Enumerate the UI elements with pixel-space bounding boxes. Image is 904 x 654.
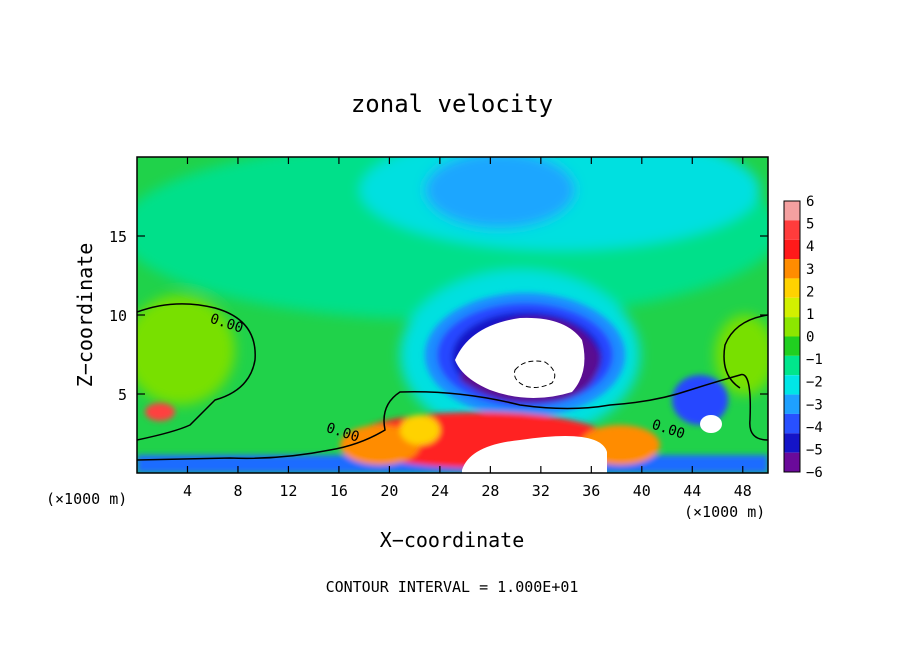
field-surface-yellow <box>400 415 440 445</box>
y-tick-label: 15 <box>109 228 127 246</box>
contour-zero-bottom <box>137 373 768 461</box>
colorbar-swatch <box>784 259 800 279</box>
colorbar-swatch <box>784 317 800 337</box>
colorbar-swatch <box>784 413 800 434</box>
contour-zero-right <box>723 314 768 389</box>
colorbar-swatch <box>784 375 800 395</box>
colorbar-label: −4 <box>806 420 823 436</box>
field-right-eddy <box>672 375 728 425</box>
x-unit-label-right: (×1000 m) <box>684 503 765 521</box>
contour-zero-left <box>137 303 256 441</box>
colorbar-label: 1 <box>806 307 814 323</box>
x-unit-label-left: (×1000 m) <box>46 490 127 508</box>
y-tick-label: 5 <box>118 386 127 404</box>
x-tick-label: 16 <box>330 482 348 500</box>
chart-title: zonal velocity <box>351 90 553 118</box>
contour-negative-core <box>514 360 556 388</box>
y-tick-label: 10 <box>109 307 127 325</box>
x-axis-label: X−coordinate <box>380 528 525 552</box>
colorbar-swatch <box>784 433 800 453</box>
x-tick-label: 36 <box>582 482 600 500</box>
x-tick-label: 4 <box>183 482 192 500</box>
colorbar-label: 0 <box>806 330 814 346</box>
colorbar: 6 5 4 3 2 1 0 −1 −2 −3 −4 −5 −6 <box>783 194 823 481</box>
y-axis-label: Z−coordinate <box>73 243 97 388</box>
x-tick-label: 20 <box>380 482 398 500</box>
field-left-positive-spot <box>145 403 175 421</box>
velocity-field <box>137 157 768 473</box>
field-jet-saturated-core <box>455 317 585 399</box>
field-upper-negative-core <box>425 157 575 228</box>
colorbar-label: −1 <box>806 352 823 368</box>
colorbar-label: −3 <box>806 397 823 413</box>
colorbar-swatch <box>784 201 800 221</box>
field-left-positive <box>137 295 235 405</box>
colorbar-swatch <box>784 220 800 240</box>
x-tick-label: 40 <box>633 482 651 500</box>
colorbar-label: 4 <box>806 239 814 255</box>
colorbar-swatch <box>784 278 800 298</box>
colorbar-swatch <box>784 239 800 260</box>
colorbar-swatch <box>784 336 800 356</box>
field-surface-orange-left <box>340 425 420 465</box>
colorbar-label: 6 <box>806 194 814 210</box>
x-tick-label: 44 <box>683 482 701 500</box>
colorbar-label: 3 <box>806 262 814 278</box>
colorbar-label: −5 <box>806 442 823 458</box>
colorbar-label: 2 <box>806 284 814 300</box>
x-tick-label: 28 <box>481 482 499 500</box>
colorbar-frame <box>783 200 801 473</box>
colorbar-swatch <box>784 394 800 414</box>
field-right-eddy-saturated <box>700 415 722 433</box>
field-surface-saturated <box>462 436 607 473</box>
x-tick-label: 24 <box>431 482 449 500</box>
x-tick-label: 12 <box>279 482 297 500</box>
x-tick-label: 8 <box>233 482 242 500</box>
colorbar-label: −2 <box>806 375 823 391</box>
colorbar-label: 5 <box>806 217 814 233</box>
colorbar-swatch <box>784 452 800 472</box>
colorbar-label: −6 <box>806 465 823 481</box>
contour-interval-note: CONTOUR INTERVAL = 1.000E+01 <box>326 578 579 596</box>
x-tick-label: 48 <box>734 482 752 500</box>
colorbar-swatch <box>784 297 800 318</box>
x-tick-label: 32 <box>532 482 550 500</box>
colorbar-swatch <box>784 355 800 376</box>
